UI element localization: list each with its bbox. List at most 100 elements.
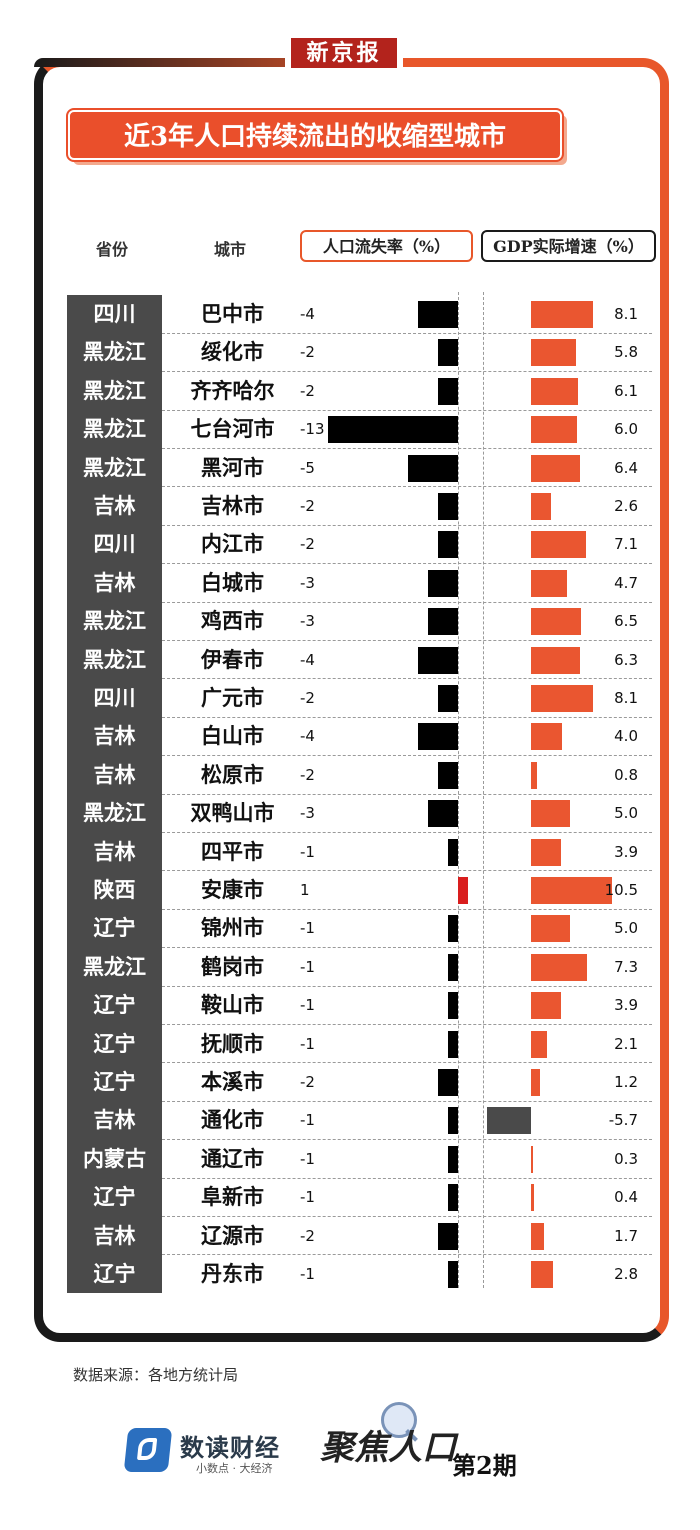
gdp-growth-label: 8.1 — [614, 305, 638, 323]
header-province: 省份 — [96, 240, 129, 259]
province-label: 辽宁 — [67, 909, 162, 948]
table-row: 辽宁 抚顺市 -1 2.1 — [0, 1024, 700, 1064]
loss-rate-label: -2 — [300, 1073, 315, 1091]
city-label: 伊春市 — [201, 647, 264, 672]
gdp-growth-bar — [531, 569, 568, 597]
loss-rate-bar — [438, 377, 458, 405]
table-row: 黑龙江 鹤岗市 -1 7.3 — [0, 947, 700, 987]
table-row: 黑龙江 鸡西市 -3 6.5 — [0, 602, 700, 642]
table-row: 内蒙古 通辽市 -1 0.3 — [0, 1139, 700, 1179]
table-row: 吉林 松原市 -2 0.8 — [0, 755, 700, 795]
gdp-growth-bar — [531, 1030, 548, 1058]
loss-rate-bar — [448, 992, 458, 1020]
gdp-growth-bar — [531, 1184, 535, 1212]
loss-rate-bar — [428, 608, 458, 636]
city-label: 七台河市 — [190, 417, 275, 442]
city-label: 阜新市 — [201, 1185, 264, 1210]
loss-rate-label: -1 — [300, 919, 315, 938]
province-label: 吉林 — [67, 755, 162, 795]
row-separator — [162, 640, 652, 642]
province-label: 吉林 — [67, 717, 162, 756]
row-separator — [162, 947, 652, 949]
loss-rate-label: -1 — [300, 1188, 315, 1207]
loss-rate-bar — [438, 493, 458, 520]
loss-rate-bar — [458, 877, 468, 904]
table-row: 辽宁 阜新市 -1 0.4 — [0, 1178, 700, 1218]
row-separator — [162, 985, 652, 987]
row-separator — [162, 1177, 652, 1179]
province-label: 四川 — [67, 679, 162, 718]
city-label: 辽源市 — [201, 1223, 264, 1248]
gdp-growth-label: 2.1 — [614, 1034, 638, 1053]
province-label: 辽宁 — [67, 1024, 162, 1063]
gdp-growth-bar — [531, 992, 562, 1020]
gdp-growth-label: 0.8 — [614, 765, 638, 784]
loss-rate-bar — [448, 1030, 458, 1058]
data-source: 数据来源：各地方统计局 — [73, 1366, 239, 1384]
table-row: 吉林 白城市 -3 4.7 — [0, 563, 700, 603]
loss-rate-bar — [418, 723, 458, 751]
city-label: 安康市 — [201, 878, 264, 902]
city-label: 锦州市 — [201, 916, 264, 941]
gdp-growth-bar — [531, 877, 612, 904]
province-label: 黑龙江 — [67, 333, 162, 372]
gdp-growth-label: 5.0 — [614, 804, 638, 823]
province-label: 吉林 — [67, 487, 162, 526]
loss-rate-bar — [448, 1107, 458, 1135]
row-separator — [162, 448, 652, 450]
loss-rate-bar — [418, 301, 458, 328]
city-label: 松原市 — [201, 762, 264, 787]
city-label: 抚顺市 — [201, 1031, 264, 1056]
loss-rate-label: -3 — [300, 573, 315, 592]
brand-logo-icon — [123, 1428, 173, 1472]
table-row: 辽宁 锦州市 -1 5.0 — [0, 909, 700, 949]
table-row: 黑龙江 绥化市 -2 5.8 — [0, 333, 700, 373]
table-row: 陕西 安康市 1 10.5 — [0, 871, 700, 910]
table-row: 辽宁 本溪市 -2 1.2 — [0, 1063, 700, 1102]
loss-rate-label: -1 — [300, 1111, 315, 1130]
gdp-growth-bar — [531, 685, 594, 712]
row-separator — [162, 908, 652, 910]
loss-rate-label: -2 — [300, 343, 315, 362]
gdp-growth-bar — [531, 531, 586, 559]
table-row: 黑龙江 黑河市 -5 6.4 — [0, 448, 700, 488]
gdp-growth-bar — [531, 915, 570, 943]
city-label: 鹤岗市 — [201, 954, 264, 979]
gdp-growth-bar — [531, 953, 588, 981]
loss-rate-label: -1 — [300, 1149, 315, 1168]
series-logo: 聚焦人口 — [320, 1428, 456, 1468]
table-row: 四川 广元市 -2 8.1 — [0, 679, 700, 718]
gdp-growth-label: 2.8 — [614, 1265, 638, 1283]
gdp-growth-label: 0.3 — [614, 1149, 638, 1168]
row-separator — [162, 409, 652, 411]
province-label: 吉林 — [67, 563, 162, 603]
loss-rate-label: -2 — [300, 497, 315, 515]
loss-rate-bar — [438, 1222, 458, 1250]
gdp-growth-label: 7.1 — [614, 535, 638, 554]
loss-rate-bar — [448, 1145, 458, 1173]
loss-rate-bar — [448, 953, 458, 981]
loss-rate-label: -2 — [300, 1226, 315, 1245]
table-row: 黑龙江 伊春市 -4 6.3 — [0, 640, 700, 680]
loss-rate-bar — [438, 339, 458, 367]
province-label: 四川 — [67, 525, 162, 564]
province-label: 辽宁 — [67, 986, 162, 1025]
city-label: 鸡西市 — [201, 609, 264, 634]
gdp-growth-bar — [531, 838, 562, 866]
city-label: 四平市 — [201, 839, 264, 864]
magnifier-icon — [381, 1402, 417, 1438]
gdp-growth-label: 3.9 — [614, 842, 638, 861]
loss-rate-bar — [438, 531, 458, 559]
header-gdp-growth: GDP实际增速（%） — [481, 230, 656, 262]
gdp-growth-label: 4.0 — [614, 727, 638, 746]
loss-rate-label: -2 — [300, 689, 315, 707]
row-separator — [162, 1100, 652, 1102]
city-label: 白城市 — [201, 570, 264, 595]
row-separator — [162, 832, 652, 834]
table-row: 四川 内江市 -2 7.1 — [0, 525, 700, 565]
gdp-growth-label: 6.1 — [614, 381, 638, 400]
province-label: 吉林 — [67, 1216, 162, 1255]
province-label: 辽宁 — [67, 1063, 162, 1102]
table-row: 吉林 辽源市 -2 1.7 — [0, 1216, 700, 1256]
row-separator — [162, 524, 652, 526]
